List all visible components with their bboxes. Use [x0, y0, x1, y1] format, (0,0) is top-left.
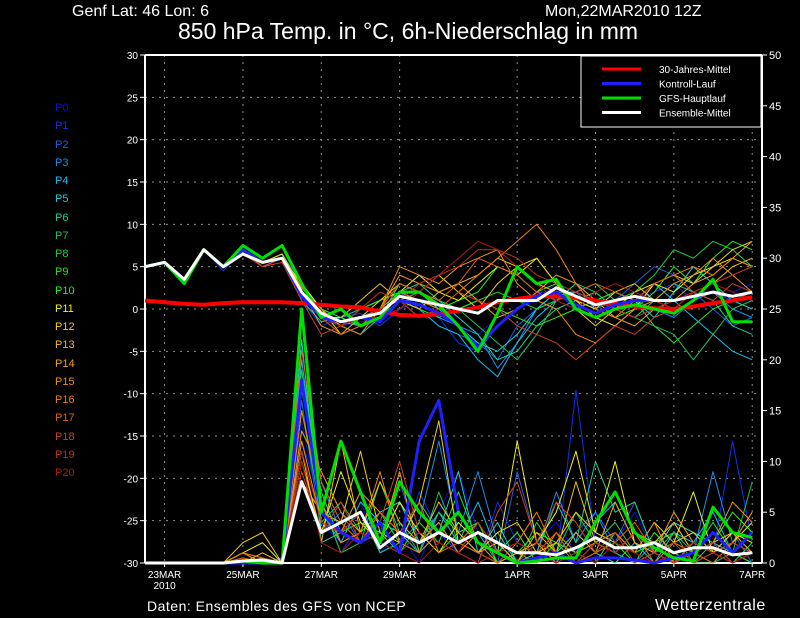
brand-label: Wetterzentrale [655, 597, 766, 614]
series-legend: 30-Jahres-Mittel Kontroll-Lauf GFS-Hauptla… [580, 55, 762, 128]
control-temp-line [144, 248, 753, 349]
gfs-temp-line [144, 244, 753, 353]
member-label-p11: P11 [55, 302, 74, 315]
data-source-label: Daten: Ensembles des GFS von NCEP [147, 598, 407, 614]
y-tick-label-left: -20 [124, 474, 139, 485]
y-tick-label-right: 25 [769, 304, 781, 316]
y-tick-label-right: 50 [769, 50, 781, 62]
y-tick-label-left: -5 [129, 347, 138, 358]
legend-label: GFS-Hauptlauf [659, 94, 726, 105]
legend-label: Ensemble-Mittel [659, 109, 731, 120]
member-label-p12: P12 [55, 321, 75, 333]
y-tick-label-left: 15 [127, 178, 139, 189]
x-tick-sublabel: 2010 [153, 581, 176, 592]
member-label-p4: P4 [55, 175, 69, 187]
x-tick-label: 5APR [661, 570, 687, 581]
member-label-p2: P2 [55, 138, 69, 151]
run-date-label: Mon,22MAR2010 12Z [545, 3, 702, 20]
y-tick-label-left: 20 [127, 136, 139, 147]
member-label-p0: P0 [55, 102, 69, 114]
y-tick-label-left: -10 [124, 390, 139, 401]
x-tick-label: 3APR [582, 570, 608, 581]
mean-precip-line [145, 480, 753, 565]
y-tick-label-left: 0 [132, 305, 138, 316]
member-label-p20: P20 [55, 467, 75, 479]
member-label-p16: P16 [55, 394, 75, 406]
x-tick-label: 27MAR [305, 570, 338, 581]
x-tick-label: 1APR [504, 570, 530, 581]
control-precip-line [145, 378, 754, 565]
member-label-p15: P15 [55, 375, 75, 388]
y-tick-label-left: 30 [127, 51, 139, 62]
y-tick-label-left: -30 [124, 559, 139, 570]
precip-line-p7 [145, 318, 753, 564]
member-label-p14: P14 [55, 357, 75, 370]
member-label-p8: P8 [55, 248, 69, 260]
x-tick-label: 25MAR [226, 570, 259, 581]
y-tick-label-right: 20 [769, 355, 781, 367]
y-tick-label-right: 0 [769, 558, 775, 570]
y-tick-label-right: 15 [769, 406, 781, 418]
member-label-p9: P9 [55, 266, 69, 279]
x-tick-label: 23MAR [148, 570, 181, 581]
legend-label: Kontroll-Lauf [659, 80, 716, 91]
precip-line-p8 [145, 369, 753, 564]
location-label: Genf Lat: 46 Lon: 6 [72, 3, 209, 20]
member-label-p6: P6 [55, 211, 69, 224]
x-tick-label: 29MAR [383, 570, 416, 581]
y-tick-label-right: 5 [769, 507, 775, 519]
y-tick-label-right: 10 [769, 456, 781, 468]
member-label-p1: P1 [55, 120, 69, 133]
member-label-p7: P7 [55, 229, 69, 242]
x-tick-label: 7APR [739, 570, 765, 581]
member-label-p5: P5 [55, 193, 69, 206]
member-label-p10: P10 [55, 284, 75, 297]
y-tick-label-left: -15 [124, 432, 139, 443]
y-tick-label-left: -25 [124, 517, 139, 528]
member-label-p18: P18 [55, 430, 75, 443]
member-label-p13: P13 [55, 339, 75, 352]
member-label-p19: P19 [55, 448, 75, 461]
y-tick-label-left: 25 [127, 93, 139, 104]
y-tick-label-right: 45 [769, 101, 781, 113]
member-label-p17: P17 [55, 412, 75, 425]
chart-title: 850 hPa Temp. in °C, 6h-Niederschlag in … [178, 18, 639, 44]
y-tick-label-left: 10 [127, 220, 139, 231]
y-tick-label-right: 30 [769, 253, 781, 265]
y-tick-label-right: 40 [769, 152, 781, 164]
y-tick-label-left: 5 [132, 263, 138, 274]
y-tick-label-right: 35 [769, 202, 781, 214]
mean-temp-line [144, 248, 753, 324]
legend-label: 30-Jahres-Mittel [659, 65, 731, 76]
member-label-p3: P3 [55, 156, 69, 169]
